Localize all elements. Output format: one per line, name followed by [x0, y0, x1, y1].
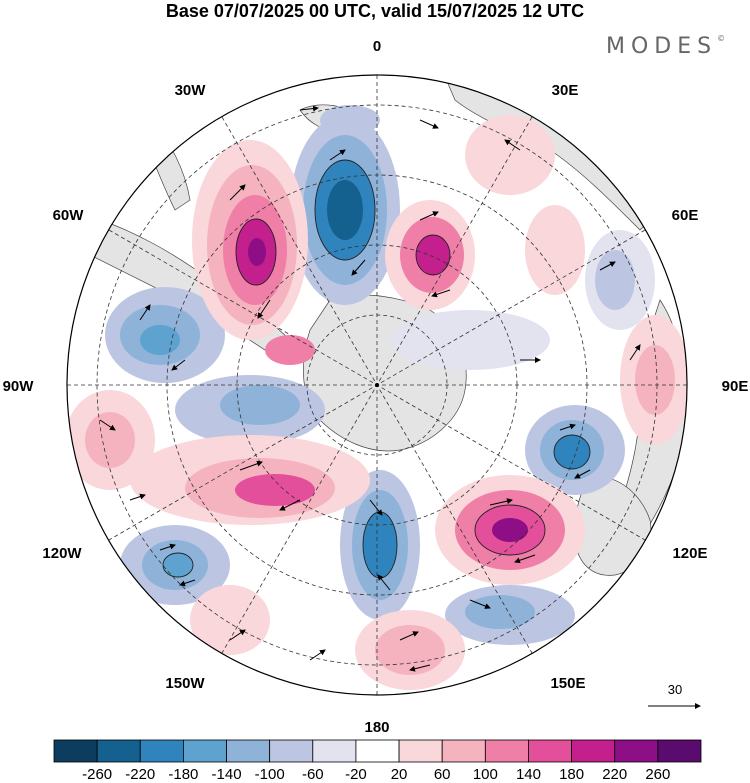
lon-label-0: 0 — [373, 38, 381, 55]
lon-label-60w: 60W — [53, 207, 85, 224]
lon-label-30w: 30W — [175, 82, 207, 99]
lon-label-180: 180 — [364, 719, 389, 736]
colorbar-tick-label: -220 — [125, 766, 155, 783]
colorbar-swatch — [441, 739, 486, 763]
colorbar-tick-label: 220 — [602, 766, 627, 783]
colorbar-tick-label: -180 — [168, 766, 198, 783]
colorbar: -260 -220 -180 -140 -100 -60 -20 20 60 100 140 180 2… — [53, 739, 702, 783]
colorbar-swatch — [398, 739, 443, 763]
colorbar-tick-label: 140 — [516, 766, 541, 783]
colorbar-tick-label: -60 — [302, 766, 324, 783]
colorbar-swatch — [484, 739, 529, 763]
lon-label-30e: 30E — [552, 82, 579, 99]
colorbar-swatch — [571, 739, 616, 763]
vector-scale-label: 30 — [668, 682, 682, 697]
wind-vectors — [99, 105, 641, 672]
lon-label-90w: 90W — [3, 378, 35, 395]
colorbar-swatch — [53, 739, 98, 763]
colorbar-swatch — [657, 739, 702, 763]
colorbar-tick-label: 60 — [434, 766, 451, 783]
colorbar-swatch — [226, 739, 271, 763]
lon-label-150e: 150E — [550, 675, 585, 692]
longitude-labels: 0 30E 60E 90E 120E 150E 180 150W 120W 90… — [3, 38, 749, 736]
map-title: Base 07/07/2025 00 UTC, valid 15/07/2025… — [165, 1, 585, 21]
lon-label-90e: 90E — [722, 378, 749, 395]
lon-label-120e: 120E — [672, 545, 707, 562]
colorbar-swatch — [96, 739, 141, 763]
pole-marker — [375, 383, 379, 387]
colorbar-tick-label: -20 — [345, 766, 367, 783]
colorbar-swatch — [269, 739, 314, 763]
colorbar-swatch — [614, 739, 659, 763]
vector-scale: 30 — [648, 682, 701, 709]
map-disc — [67, 75, 687, 695]
lon-label-150w: 150W — [165, 675, 205, 692]
colorbar-swatch — [182, 739, 227, 763]
colorbar-tick-label: 20 — [391, 766, 408, 783]
negative-anomalies — [105, 105, 655, 645]
lon-label-120w: 120W — [42, 545, 82, 562]
lon-label-60e: 60E — [672, 207, 699, 224]
modes-logo: MODES© — [606, 34, 726, 59]
colorbar-swatch — [355, 739, 400, 763]
positive-anomalies — [67, 115, 687, 690]
colorbar-tick-label: -100 — [255, 766, 285, 783]
colorbar-tick-label: 180 — [559, 766, 584, 783]
colorbar-tick-label: -140 — [212, 766, 242, 783]
colorbar-swatch — [312, 739, 357, 763]
colorbar-swatch — [139, 739, 184, 763]
colorbar-swatch — [528, 739, 573, 763]
colorbar-tick-label: 100 — [473, 766, 498, 783]
colorbar-tick-label: 260 — [645, 766, 670, 783]
colorbar-tick-label: -260 — [82, 766, 112, 783]
map-border — [66, 74, 688, 696]
